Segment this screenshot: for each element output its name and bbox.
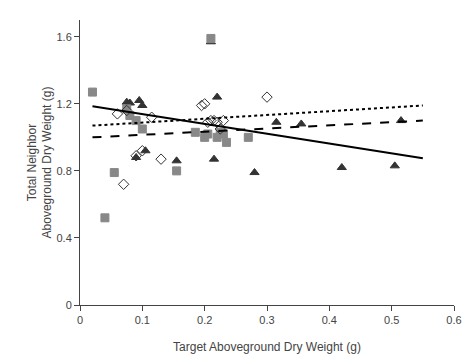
svg-text:Target Aboveground Dry Weight: Target Aboveground Dry Weight (g) xyxy=(173,340,361,354)
svg-text:1.2: 1.2 xyxy=(57,98,72,110)
svg-text:Total NeighborAboveground Dry: Total NeighborAboveground Dry Weight (g) xyxy=(25,87,55,239)
svg-text:1.6: 1.6 xyxy=(57,31,72,43)
svg-text:0.1: 0.1 xyxy=(135,314,150,326)
svg-text:0: 0 xyxy=(66,299,72,311)
svg-text:0.4: 0.4 xyxy=(57,232,72,244)
svg-text:0.6: 0.6 xyxy=(446,314,461,326)
svg-text:0.8: 0.8 xyxy=(57,165,72,177)
svg-text:0.4: 0.4 xyxy=(322,314,337,326)
svg-text:0.5: 0.5 xyxy=(384,314,399,326)
svg-text:0.3: 0.3 xyxy=(259,314,274,326)
svg-text:0.2: 0.2 xyxy=(197,314,212,326)
svg-text:0: 0 xyxy=(77,314,83,326)
